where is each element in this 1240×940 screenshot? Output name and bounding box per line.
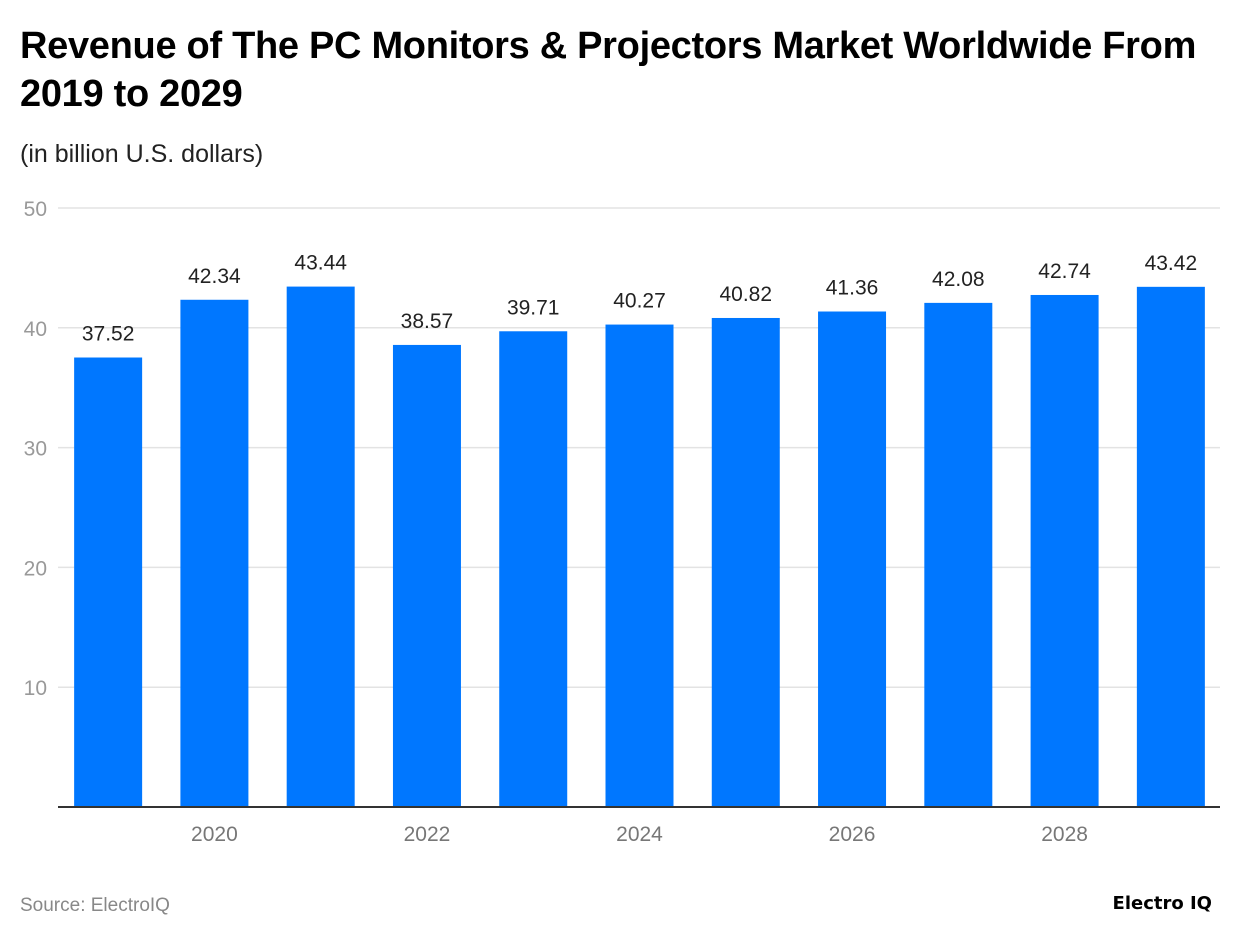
data-label: 40.82 [719,283,772,306]
electroiq-logo: Electro IQ [1112,893,1212,914]
chart-title: Revenue of The PC Monitors & Projectors … [20,25,1197,115]
bar [180,299,249,807]
bar [499,331,568,807]
data-label: 42.08 [932,268,985,291]
chart-subtitle: (in billion U.S. dollars) [20,140,264,168]
source-note: Source: ElectroIQ [20,895,170,916]
bar [711,317,780,807]
bar [392,344,461,807]
data-label: 42.74 [1038,260,1091,283]
y-tick-label: 40 [24,318,47,341]
y-tick-label: 30 [24,438,47,461]
y-tick-label: 20 [24,557,47,580]
bar [818,311,887,807]
data-label: 38.57 [401,310,454,333]
x-tick-label: 2024 [616,823,663,846]
data-label: 43.42 [1145,252,1198,275]
bar [74,357,143,807]
data-label: 41.36 [826,277,879,300]
bar [605,324,674,807]
data-label: 39.71 [507,296,560,319]
bar [1136,286,1205,808]
y-tick-label: 50 [24,198,47,221]
y-tick-label: 10 [24,677,47,700]
bar [286,286,355,807]
data-label: 42.34 [188,265,241,288]
x-tick-label: 2022 [404,823,451,846]
bar [924,302,993,807]
x-tick-label: 2026 [829,823,876,846]
bar [1030,294,1099,807]
data-label: 40.27 [613,290,666,313]
data-label: 37.52 [82,323,135,346]
x-tick-label: 2028 [1041,823,1088,846]
x-tick-label: 2020 [191,823,238,846]
data-label: 43.44 [294,252,347,275]
